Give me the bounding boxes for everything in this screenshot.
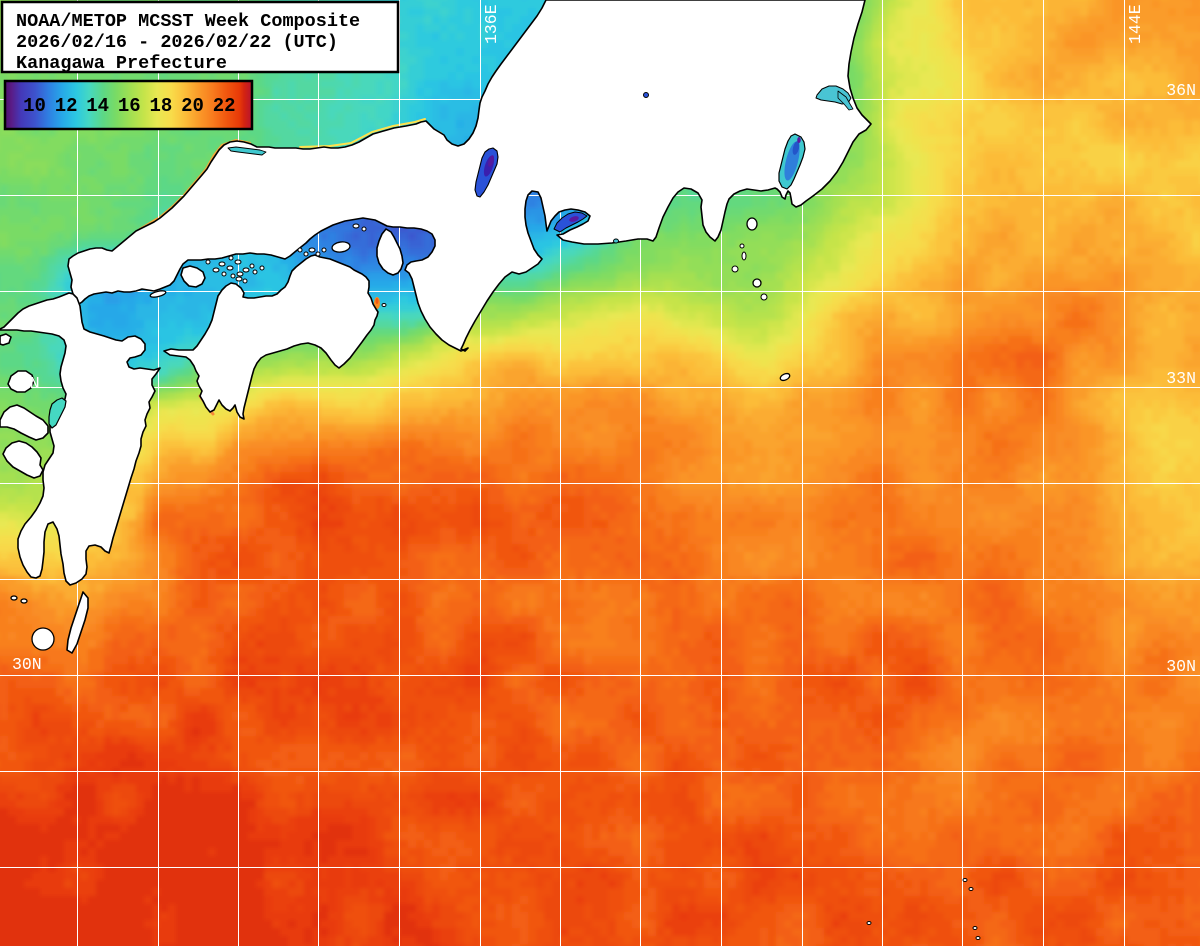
svg-text:36N: 36N xyxy=(1166,81,1196,100)
svg-text:30N: 30N xyxy=(12,655,42,674)
svg-text:18: 18 xyxy=(149,95,172,117)
svg-text:Kanagawa Prefecture: Kanagawa Prefecture xyxy=(16,53,227,74)
svg-text:NOAA/METOP MCSST Week Composit: NOAA/METOP MCSST Week Composite xyxy=(16,11,360,32)
svg-text:144E: 144E xyxy=(1126,4,1145,44)
svg-text:30N: 30N xyxy=(1166,657,1196,676)
svg-text:33N: 33N xyxy=(10,374,40,393)
svg-text:22: 22 xyxy=(213,95,236,117)
svg-text:2026/02/16 - 2026/02/22 (UTC): 2026/02/16 - 2026/02/22 (UTC) xyxy=(16,32,338,53)
svg-text:33N: 33N xyxy=(1166,369,1196,388)
svg-text:16: 16 xyxy=(118,95,141,117)
svg-text:136E: 136E xyxy=(482,4,501,44)
svg-text:20: 20 xyxy=(181,95,204,117)
svg-text:14: 14 xyxy=(86,95,109,117)
svg-text:12: 12 xyxy=(55,95,78,117)
svg-text:10: 10 xyxy=(23,95,46,117)
